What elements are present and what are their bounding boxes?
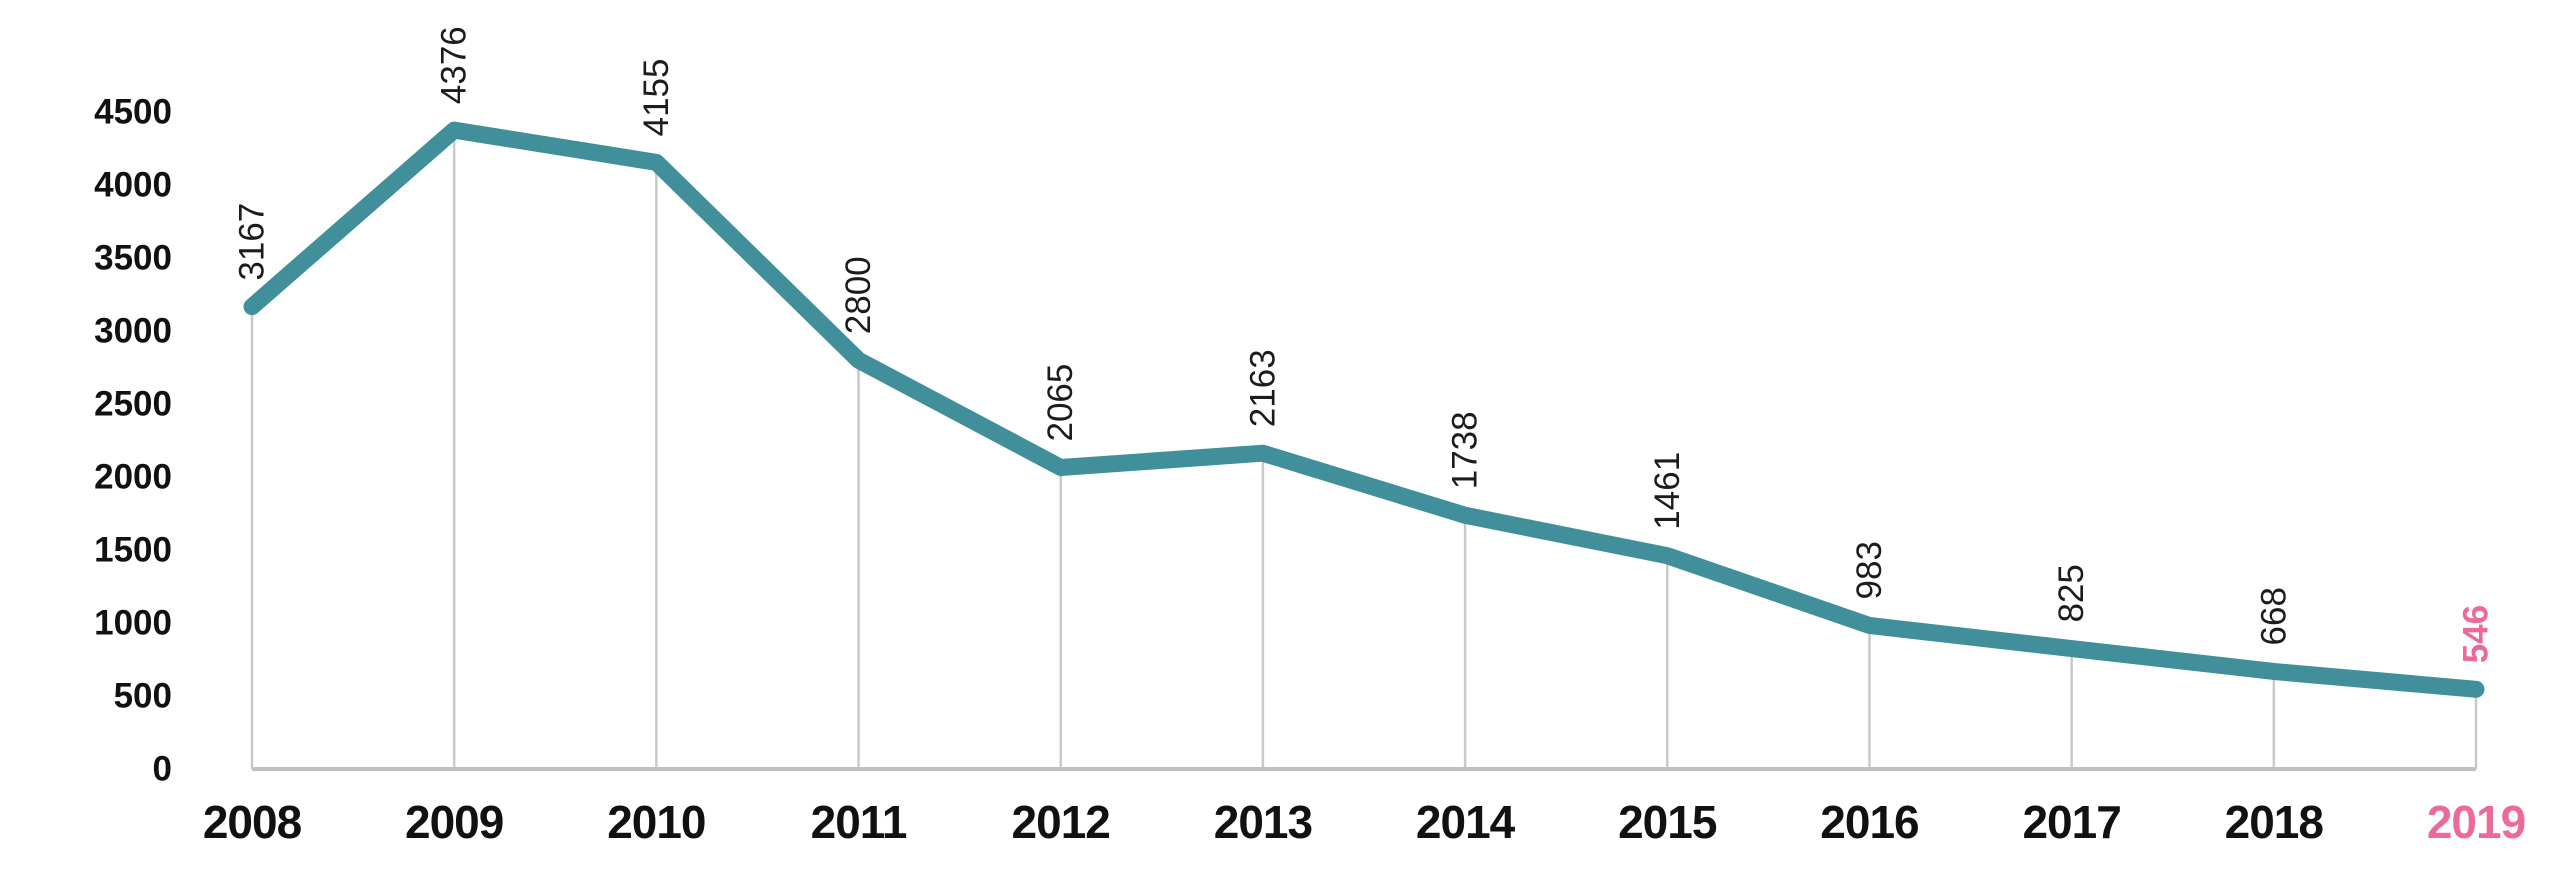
x-tick-label: 2010 [607,796,705,848]
x-tick-label: 2018 [2225,796,2324,848]
data-point-labels: 3167 4376 4155 2800 2065 2163 1738 1461 983 825 66… [233,26,2496,663]
y-tick-label: 4000 [94,166,172,205]
data-point-label: 2163 [1243,349,1282,427]
x-tick-label: 2015 [1618,796,1717,848]
y-tick-label: 0 [153,750,172,789]
y-tick-label: 1000 [94,604,172,643]
y-tick-label: 500 [114,677,172,716]
x-tick-label: 2008 [203,796,302,848]
data-point-label: 4376 [435,26,474,104]
data-point-label: 2065 [1041,364,1080,442]
data-point-label: 3167 [233,203,272,281]
series-polyline [243,121,2485,698]
y-tick-label: 3000 [94,312,172,351]
y-tick-label: 2500 [94,385,172,424]
data-point-label: 4155 [637,58,676,136]
data-point-label: 2800 [839,256,878,334]
x-tick-label: 2013 [1214,796,1312,848]
data-point-label-highlighted: 546 [2457,605,2496,663]
y-tick-label: 2000 [94,458,172,497]
x-tick-label: 2016 [1820,796,1918,848]
y-axis-tick-labels: 0 500 1000 1500 2000 2500 3000 3500 4000 4500 [94,93,172,789]
x-tick-label: 2014 [1416,796,1516,848]
drop-gridlines [250,130,2478,769]
x-axis-tick-labels: 2008 2009 2010 2011 2012 2013 2014 2015 2016 2017… [203,796,2526,848]
x-tick-label: 2011 [811,796,907,848]
data-point-label: 825 [2052,564,2091,622]
data-point-label: 668 [2254,587,2293,645]
x-tick-label: 2012 [1012,796,1110,848]
x-tick-label-highlighted: 2019 [2427,796,2525,848]
data-point-label: 983 [1850,541,1889,599]
x-tick-label: 2017 [2022,796,2120,848]
y-tick-label: 3500 [94,239,172,278]
data-series-line [243,121,2485,698]
data-point-label: 1461 [1648,452,1687,530]
x-tick-label: 2009 [405,796,503,848]
data-point-label: 1738 [1446,411,1485,489]
y-tick-label: 4500 [94,93,172,132]
y-tick-label: 1500 [94,531,172,570]
